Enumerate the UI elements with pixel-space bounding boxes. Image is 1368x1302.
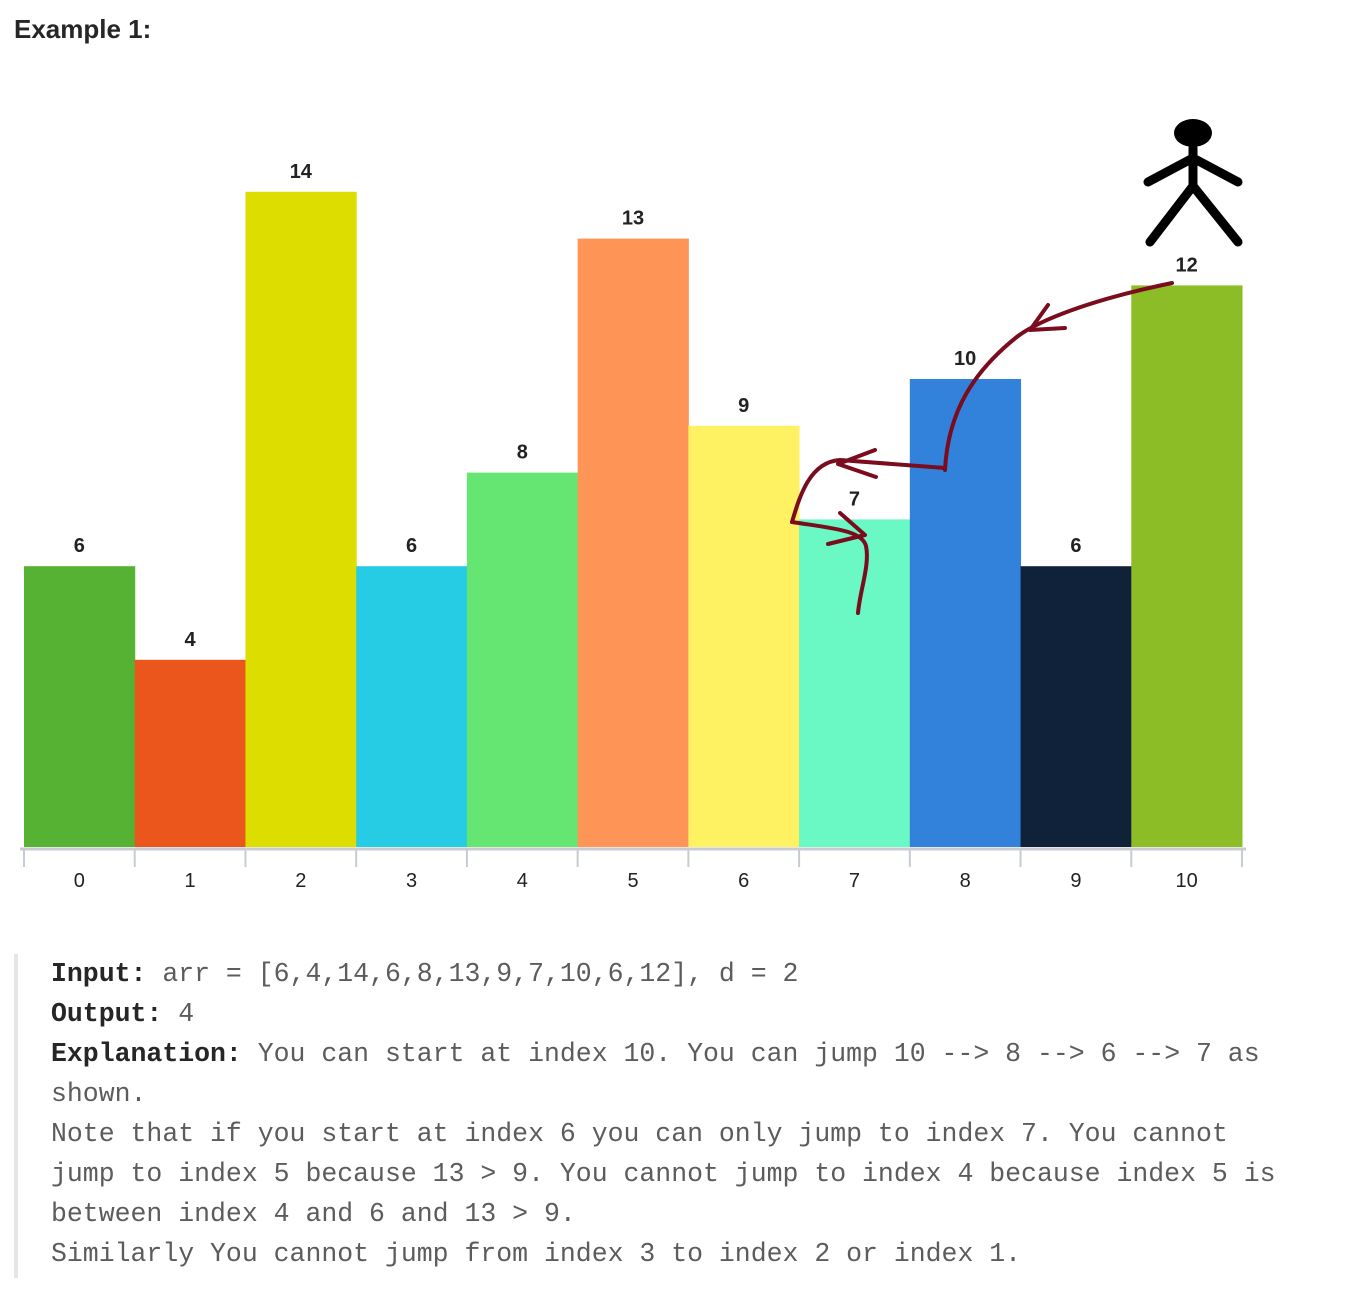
- jump-arrow-8-to-6: [790, 458, 947, 524]
- x-tick-label: 8: [960, 870, 971, 892]
- explanation-line-2: shown.: [51, 1079, 147, 1109]
- bar-value-label: 6: [406, 535, 417, 557]
- bar-value-label: 4: [185, 629, 197, 651]
- bar-value-label: 6: [74, 535, 85, 557]
- note-line-2: jump to index 5 because 13 > 9. You cann…: [51, 1159, 1276, 1189]
- x-tick-label: 3: [406, 870, 417, 892]
- stick-figure-icon: [1143, 119, 1243, 247]
- explanation-label: Explanation:: [51, 1039, 242, 1069]
- bar-value-label: 7: [849, 488, 860, 510]
- jump-arrow-10-to-8-head: [1028, 303, 1067, 332]
- bar-7: [799, 519, 911, 847]
- bar-6: [688, 425, 800, 847]
- x-tick-label: 7: [849, 870, 860, 892]
- bar-value-label: 13: [622, 208, 644, 230]
- x-tick-label: 1: [185, 870, 196, 892]
- bar-5: [577, 238, 689, 848]
- x-axis: 0 1 2 3 4 5 6 7 8 9 10: [20, 847, 1246, 892]
- bar-value-label: 6: [1070, 535, 1081, 557]
- bar-10: [1131, 285, 1243, 847]
- output-line: Output: 4: [51, 994, 1359, 1034]
- bar-value-label: 14: [290, 161, 313, 183]
- bar-4: [466, 472, 579, 847]
- bar-0: [24, 566, 136, 847]
- x-tick-label: 6: [738, 870, 749, 892]
- x-tick-label: 5: [627, 870, 638, 892]
- explanation-text: You can start at index 10. You can jump …: [241, 1039, 1260, 1069]
- note-line-3: between index 4 and 6 and 13 > 9.: [51, 1199, 576, 1229]
- input-value: arr = [6,4,14,6,8,13,9,7,10,6,12], d = 2: [146, 959, 799, 989]
- bar-value-label: 12: [1176, 254, 1198, 276]
- jump-arrow-6-to-7-head: [826, 511, 867, 546]
- note-line-1: Note that if you start at index 6 you ca…: [51, 1119, 1228, 1149]
- bar-value-label: 10: [954, 348, 976, 370]
- input-label: Input:: [51, 959, 147, 989]
- output-value: 4: [162, 999, 195, 1029]
- jump-arrow-6-to-7: [790, 520, 869, 615]
- note-line-4: Similarly You cannot jump from index 3 t…: [51, 1239, 1022, 1269]
- bars-layer: 6 4 14 6 8 13 9 7 10 6 12: [24, 161, 1243, 848]
- bar-value-label: 8: [517, 442, 528, 464]
- output-label: Output:: [51, 999, 163, 1029]
- bar-value-label: 9: [738, 395, 749, 417]
- example-code-block: Input: arr = [6,4,14,6,8,13,9,7,10,6,12]…: [14, 954, 1359, 1278]
- x-tick-label: 0: [74, 870, 85, 892]
- input-line: Input: arr = [6,4,14,6,8,13,9,7,10,6,12]…: [51, 954, 1359, 994]
- x-tick-label: 9: [1070, 870, 1081, 892]
- bar-3: [356, 566, 468, 847]
- explanation-line: Explanation: You can start at index 10. …: [51, 1034, 1359, 1074]
- x-tick-label: 4: [517, 870, 528, 892]
- bar-8: [909, 379, 1022, 847]
- bar-2: [245, 191, 357, 848]
- x-tick-label: 2: [295, 870, 306, 892]
- example-heading: Example 1:: [14, 14, 152, 44]
- bar-9: [1020, 566, 1132, 847]
- x-tick-label: 10: [1176, 870, 1198, 892]
- jump-arrows: [790, 281, 1174, 615]
- jump-arrow-10-to-8: [943, 281, 1174, 472]
- jump-arrow-8-to-6-head: [836, 448, 878, 479]
- bar-1: [134, 659, 246, 847]
